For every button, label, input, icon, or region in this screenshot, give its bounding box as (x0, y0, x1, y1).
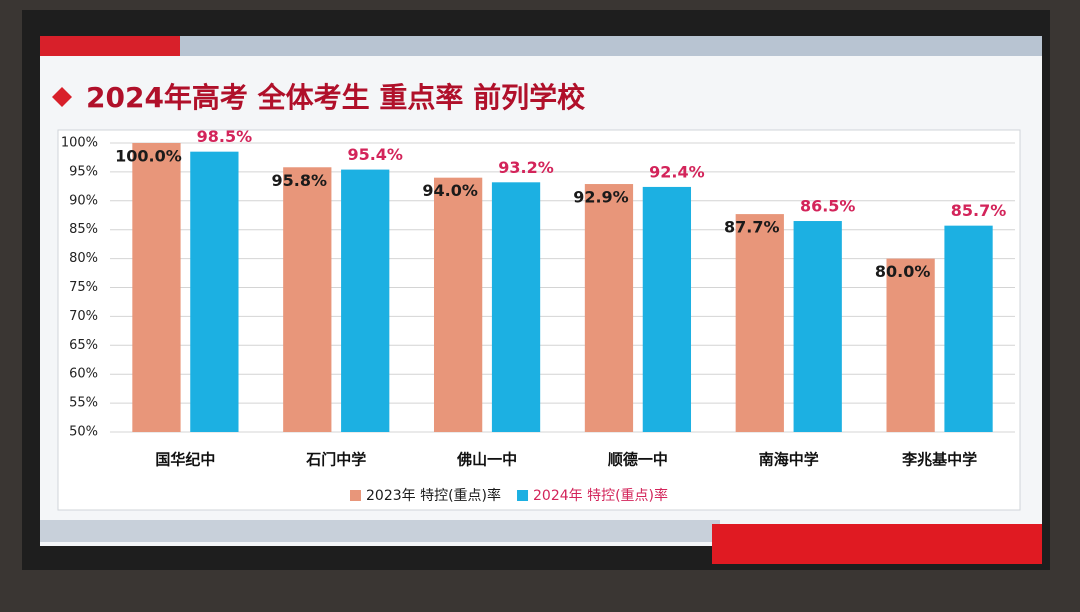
accent-bottom (712, 524, 1042, 564)
legend-swatch (350, 490, 361, 501)
bar (584, 184, 634, 432)
value-label: 86.5% (800, 197, 856, 216)
value-label: 95.4% (347, 145, 403, 164)
y-tick-label: 55% (69, 396, 98, 411)
y-tick-label: 70% (69, 309, 98, 324)
bar (132, 143, 181, 432)
bar (341, 169, 390, 432)
legend-label: 2024年 特控(重点)率 (533, 487, 668, 504)
bar (642, 186, 692, 432)
x-tick-label: 顺德一中 (608, 451, 668, 469)
y-tick-label: 95% (69, 164, 98, 179)
bar (886, 258, 935, 432)
value-label: 85.7% (951, 201, 1007, 220)
value-label: 94.0% (422, 181, 478, 200)
value-label: 92.4% (649, 162, 705, 181)
accent-top-bar (180, 36, 1042, 56)
accent-bottom-bar (40, 520, 720, 542)
x-tick-label: 石门中学 (305, 451, 366, 469)
value-label: 93.2% (498, 158, 554, 177)
bar (735, 214, 784, 432)
x-tick-label: 南海中学 (759, 451, 819, 469)
bar (491, 182, 541, 432)
legend-swatch (517, 490, 529, 501)
value-label: 95.8% (272, 171, 328, 190)
value-label: 87.7% (724, 218, 780, 237)
bar (793, 221, 842, 432)
bar (190, 151, 239, 433)
y-tick-label: 100% (61, 136, 98, 151)
x-tick-label: 李兆基中学 (901, 451, 977, 469)
bar (433, 177, 483, 432)
y-tick-label: 50% (69, 425, 98, 440)
y-tick-label: 75% (69, 280, 98, 295)
value-label: 100.0% (115, 147, 182, 166)
legend-label: 2023年 特控(重点)率 (366, 487, 501, 504)
y-tick-label: 80% (69, 251, 98, 266)
accent-top (40, 36, 180, 56)
y-tick-label: 85% (69, 222, 98, 237)
bar (944, 225, 993, 432)
y-tick-label: 60% (69, 367, 98, 382)
bar (283, 167, 332, 432)
bullet (52, 87, 72, 107)
value-label: 80.0% (875, 262, 931, 281)
y-tick-label: 65% (69, 338, 98, 353)
value-label: 98.5% (197, 127, 253, 146)
value-label: 92.9% (573, 188, 629, 207)
x-tick-label: 佛山一中 (456, 451, 517, 469)
x-tick-label: 国华纪中 (155, 451, 215, 469)
chart-title: 2024年高考 全体考生 重点率 前列学校 (86, 81, 586, 114)
y-tick-label: 90% (69, 193, 98, 208)
